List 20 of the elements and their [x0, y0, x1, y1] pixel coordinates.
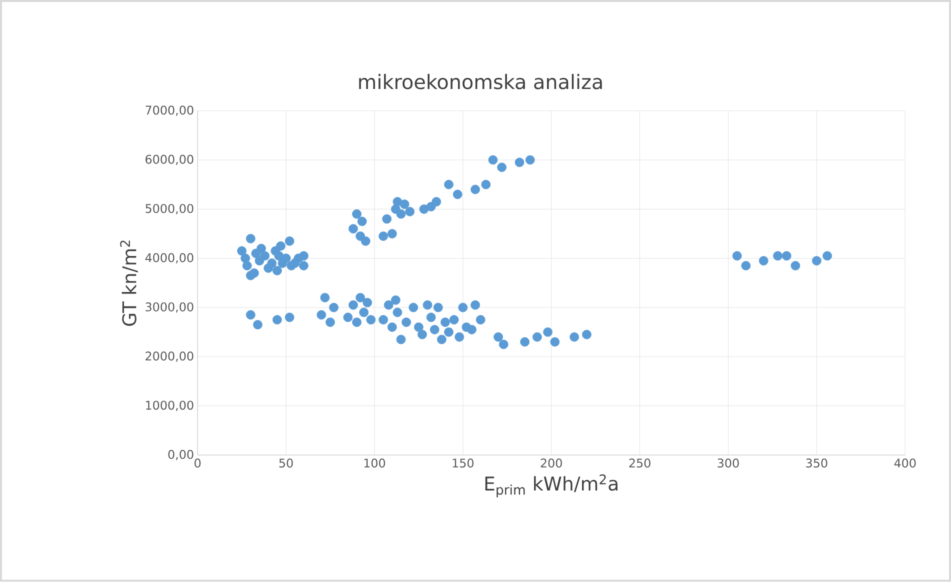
x-axis-title: E$_{prim}$ kWh/m$^{2}$a: [485, 474, 618, 498]
x-tick-label: 150: [452, 458, 474, 468]
y-tick-label: 0,00: [168, 450, 194, 460]
x-tick-label: 100: [364, 458, 386, 468]
y-tick-label: 5000,00: [146, 204, 194, 214]
y-axis-title: GT kn/m$^{2}$: [120, 240, 138, 326]
x-tick-label: 200: [540, 458, 562, 468]
x-tick-label: 350: [806, 458, 828, 468]
x-tick-label: 50: [279, 458, 293, 468]
x-tick-label: 400: [894, 458, 916, 468]
x-tick-label: 250: [629, 458, 650, 468]
y-tick-label: 4000,00: [145, 253, 194, 264]
y-tick-label: 2000,00: [146, 352, 194, 362]
y-tick-label: 6000,00: [146, 154, 194, 166]
chart-title: mikroekonomska analiza: [359, 74, 602, 90]
x-tick-label: 0: [194, 458, 201, 468]
y-tick-label: 7000,00: [146, 106, 194, 116]
y-tick-label: 3000,00: [146, 302, 194, 313]
y-tick-label: 1000,00: [146, 400, 194, 412]
x-tick-label: 300: [718, 458, 739, 468]
